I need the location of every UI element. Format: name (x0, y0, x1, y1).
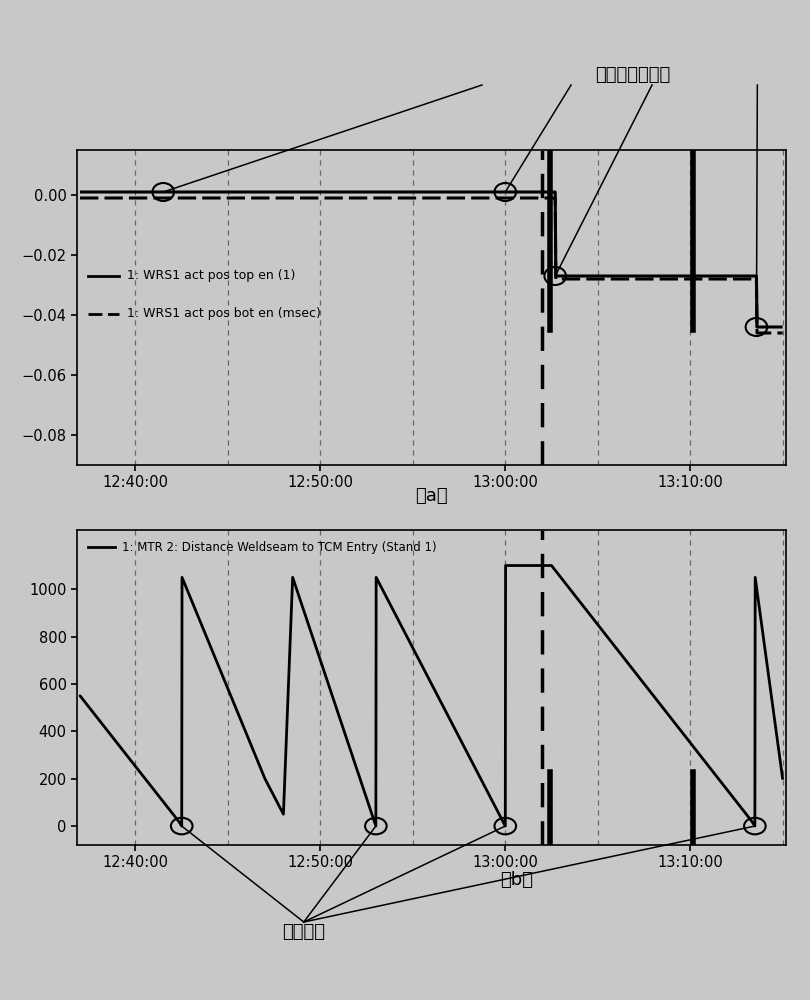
Text: 焊缝位置: 焊缝位置 (282, 923, 326, 941)
Text: 1: MTR 2: Distance Weldseam to TCM Entry (Stand 1): 1: MTR 2: Distance Weldseam to TCM Entry… (122, 541, 437, 554)
Text: 工作辊窜动到位: 工作辊窜动到位 (595, 66, 671, 84)
Text: （b）: （b） (500, 871, 533, 889)
Text: 1: WRS1 act pos top en (1): 1: WRS1 act pos top en (1) (126, 269, 295, 282)
Text: （a）: （a） (415, 488, 448, 506)
Text: 1: WRS1 act pos bot en (msec): 1: WRS1 act pos bot en (msec) (126, 307, 321, 320)
